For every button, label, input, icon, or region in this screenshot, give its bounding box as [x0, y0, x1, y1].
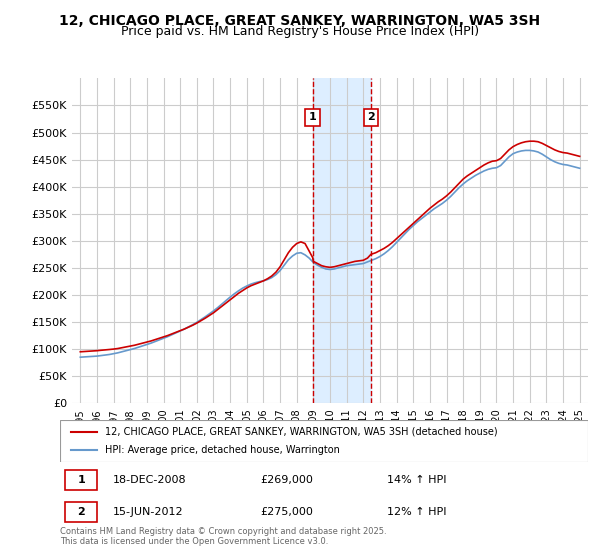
- Text: Price paid vs. HM Land Registry's House Price Index (HPI): Price paid vs. HM Land Registry's House …: [121, 25, 479, 38]
- Text: 15-JUN-2012: 15-JUN-2012: [113, 507, 184, 517]
- FancyBboxPatch shape: [60, 420, 588, 462]
- Text: 1: 1: [77, 475, 85, 486]
- Text: Contains HM Land Registry data © Crown copyright and database right 2025.
This d: Contains HM Land Registry data © Crown c…: [60, 526, 386, 546]
- Text: 12, CHICAGO PLACE, GREAT SANKEY, WARRINGTON, WA5 3SH (detached house): 12, CHICAGO PLACE, GREAT SANKEY, WARRING…: [105, 427, 497, 437]
- Text: 2: 2: [367, 113, 375, 123]
- Text: £269,000: £269,000: [260, 475, 314, 486]
- Text: 18-DEC-2008: 18-DEC-2008: [113, 475, 187, 486]
- FancyBboxPatch shape: [65, 470, 97, 491]
- Text: £275,000: £275,000: [260, 507, 314, 517]
- Text: 14% ↑ HPI: 14% ↑ HPI: [388, 475, 447, 486]
- Text: 12% ↑ HPI: 12% ↑ HPI: [388, 507, 447, 517]
- Text: 1: 1: [309, 113, 317, 123]
- Text: 2: 2: [77, 507, 85, 517]
- FancyBboxPatch shape: [65, 502, 97, 522]
- Text: 12, CHICAGO PLACE, GREAT SANKEY, WARRINGTON, WA5 3SH: 12, CHICAGO PLACE, GREAT SANKEY, WARRING…: [59, 14, 541, 28]
- Text: HPI: Average price, detached house, Warrington: HPI: Average price, detached house, Warr…: [105, 445, 340, 455]
- Bar: [313, 78, 371, 403]
